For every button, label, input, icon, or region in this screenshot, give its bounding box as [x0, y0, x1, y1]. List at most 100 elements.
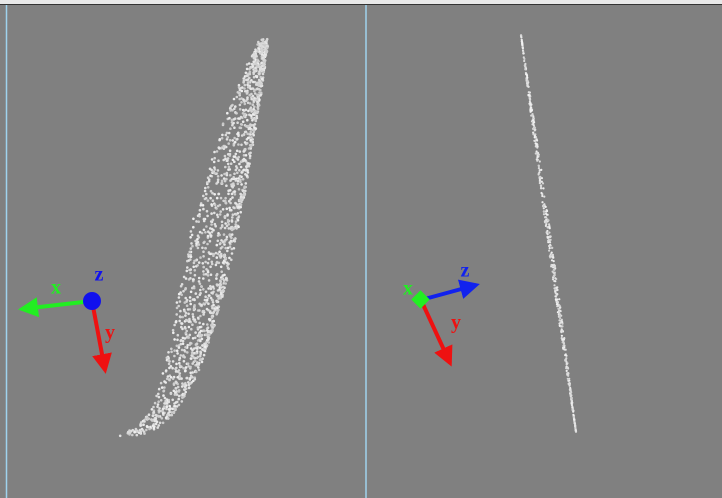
point: [245, 109, 248, 112]
point: [201, 361, 204, 364]
point: [567, 372, 569, 374]
point: [230, 226, 233, 229]
point: [256, 101, 259, 104]
point: [233, 227, 236, 230]
point: [550, 255, 552, 257]
point: [184, 370, 187, 373]
point: [249, 131, 252, 134]
point: [237, 180, 240, 183]
point: [223, 243, 226, 246]
point: [176, 352, 179, 355]
point: [252, 103, 255, 106]
point: [214, 223, 217, 226]
point: [232, 213, 235, 216]
point: [221, 278, 224, 281]
point: [266, 47, 269, 50]
point: [253, 106, 256, 109]
point: [260, 62, 263, 65]
point: [199, 347, 202, 350]
point: [168, 363, 171, 366]
point: [198, 333, 201, 336]
point: [183, 310, 186, 313]
point: [233, 137, 236, 140]
point: [207, 199, 210, 202]
point: [242, 81, 245, 84]
point: [216, 150, 219, 153]
point: [538, 165, 540, 167]
point: [188, 251, 191, 254]
point: [526, 83, 528, 85]
point: [231, 216, 234, 219]
point: [252, 65, 255, 68]
point: [225, 178, 228, 181]
point: [237, 135, 240, 138]
point: [220, 270, 223, 273]
point: [219, 204, 222, 207]
point: [247, 164, 250, 167]
point: [181, 349, 184, 352]
point: [240, 127, 243, 130]
point: [187, 336, 190, 339]
point: [229, 198, 232, 201]
point: [254, 70, 257, 73]
point: [217, 178, 220, 181]
point: [565, 354, 567, 356]
point: [202, 323, 205, 326]
point: [542, 182, 544, 184]
point: [248, 77, 251, 80]
point: [173, 324, 176, 327]
point: [232, 182, 235, 185]
point: [233, 98, 236, 101]
point: [190, 230, 193, 233]
point: [230, 236, 233, 239]
point: [171, 414, 174, 417]
point: [188, 386, 191, 389]
point: [197, 326, 200, 329]
point: [210, 330, 213, 333]
point: [205, 333, 208, 336]
point: [157, 393, 160, 396]
point: [186, 351, 189, 354]
point: [212, 219, 215, 222]
point: [143, 420, 146, 423]
point: [250, 136, 253, 139]
point: [262, 59, 265, 62]
point: [196, 365, 199, 368]
point: [245, 165, 248, 168]
point: [555, 299, 557, 301]
point: [227, 223, 230, 226]
point: [200, 285, 203, 288]
point: [568, 378, 570, 380]
point: [543, 213, 545, 215]
point: [173, 355, 176, 358]
point: [231, 252, 234, 255]
point: [157, 403, 160, 406]
point: [181, 328, 184, 331]
point: [170, 376, 173, 379]
point: [183, 276, 186, 279]
point: [220, 253, 223, 256]
point: [552, 257, 554, 259]
point: [233, 190, 236, 193]
point: [217, 240, 220, 243]
point: [176, 307, 179, 310]
point: [574, 423, 576, 425]
point: [249, 133, 252, 136]
point: [167, 360, 170, 363]
point: [266, 50, 269, 53]
point: [236, 172, 239, 175]
point: [198, 280, 201, 283]
point: [248, 153, 251, 156]
point: [210, 312, 213, 315]
point: [216, 310, 219, 313]
x-axis-label: x: [403, 278, 413, 300]
point: [168, 401, 171, 404]
point: [190, 255, 193, 258]
point: [175, 363, 178, 366]
point: [207, 235, 210, 238]
point: [204, 187, 207, 190]
point: [227, 157, 230, 160]
point: [236, 96, 239, 99]
point: [185, 366, 188, 369]
y-axis-label: y: [451, 312, 461, 334]
